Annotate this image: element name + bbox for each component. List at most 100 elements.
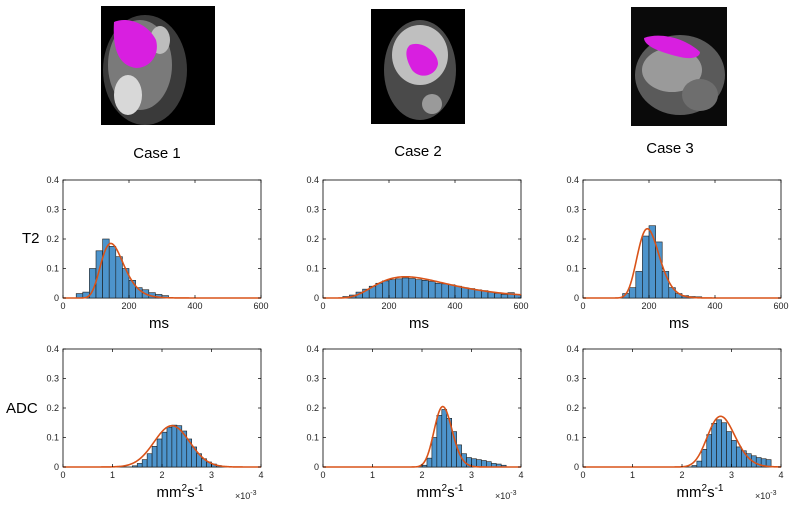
y-tick-label: 0.3 <box>566 374 579 384</box>
chart-t2-case3: 0 0.1 0.2 0.3 0.4 0 200 400 600 ms <box>566 175 788 332</box>
y-tick-label: 0 <box>314 293 319 303</box>
histogram-bar <box>628 287 637 299</box>
histogram-bar <box>661 271 670 299</box>
y-tick-label: 0.1 <box>46 433 59 443</box>
histogram-bar <box>441 409 448 468</box>
x-axis-label: mm2s-1 <box>417 483 464 501</box>
chart-adc-case1: 0 0.1 0.2 0.3 0.4 0 1 2 3 4 mm2s-1 ×10-3 <box>46 344 263 501</box>
x-tick-label: 2 <box>419 470 424 480</box>
histogram-bar <box>146 453 153 468</box>
histogram-bar <box>691 465 698 468</box>
plot-area <box>322 348 522 468</box>
histogram-bar <box>481 460 487 468</box>
y-tick-label: 0 <box>314 462 319 472</box>
histogram-bar <box>132 465 138 468</box>
y-tick-label: 0.1 <box>306 433 319 443</box>
y-tick-label: 0.2 <box>306 234 319 244</box>
x-tick-label: 1 <box>630 470 635 480</box>
histogram-bar <box>431 437 438 468</box>
x-tick-label: 0 <box>580 301 585 311</box>
fit-curve <box>583 227 781 299</box>
x-axis-label: ms <box>409 315 429 332</box>
x-tick-label: 2 <box>679 470 684 480</box>
histogram-bar <box>434 282 443 299</box>
plot-area <box>582 179 782 299</box>
x-tick-label: 3 <box>469 470 474 480</box>
histogram-bar <box>716 419 722 468</box>
x-axis-multiplier: ×10-3 <box>495 490 517 501</box>
x-tick-label: 0 <box>60 301 65 311</box>
x-tick-label: 4 <box>518 470 523 480</box>
row-label-adc: ADC <box>6 400 38 417</box>
y-tick-label: 0.2 <box>46 403 59 413</box>
mri-image-case3 <box>631 7 727 126</box>
y-tick-label: 0.4 <box>566 175 579 185</box>
histogram-bar <box>141 459 148 468</box>
y-tick-label: 0.4 <box>306 175 319 185</box>
x-axis-multiplier: ×10-3 <box>235 490 257 501</box>
histogram-bar <box>151 446 158 468</box>
histogram-bar <box>171 424 178 468</box>
y-tick-label: 0.1 <box>46 264 59 274</box>
chart-t2-case2: 0 0.1 0.2 0.3 0.4 0 200 400 600 ms <box>306 175 528 332</box>
y-tick-label: 0.2 <box>566 234 579 244</box>
histogram-bar <box>726 431 732 468</box>
histogram-bar <box>395 278 403 299</box>
histogram-bar <box>408 278 416 299</box>
fit-curve <box>63 242 261 299</box>
histogram-bar <box>421 279 429 299</box>
y-tick-label: 0.4 <box>566 344 579 354</box>
histogram-bar <box>415 279 423 299</box>
y-tick-label: 0.3 <box>306 205 319 215</box>
chart-adc-case3: 0 0.1 0.2 0.3 0.4 0 1 2 3 4 mm2s-1 ×10-3 <box>566 344 783 501</box>
x-tick-label: 2 <box>159 470 164 480</box>
histogram-bar <box>454 285 462 299</box>
x-tick-label: 0 <box>60 470 65 480</box>
y-tick-label: 0.4 <box>46 175 59 185</box>
histogram-bar <box>635 271 643 299</box>
x-tick-label: 200 <box>641 301 656 311</box>
plot-area <box>582 348 782 468</box>
x-tick-label: 600 <box>773 301 788 311</box>
x-tick-label: 200 <box>121 301 136 311</box>
x-tick-label: 3 <box>729 470 734 480</box>
histogram-bar <box>696 460 703 468</box>
y-tick-label: 0.2 <box>306 403 319 413</box>
mri-image-case1 <box>101 6 215 125</box>
x-tick-label: 1 <box>370 470 375 480</box>
histogram-bar <box>721 422 727 468</box>
histogram-bar <box>382 280 390 299</box>
histogram-bar <box>375 282 383 299</box>
histogram-bar <box>441 283 449 299</box>
y-tick-label: 0.1 <box>566 264 579 274</box>
row-label-t2: T2 <box>22 230 40 247</box>
y-tick-label: 0.1 <box>566 433 579 443</box>
y-tick-label: 0.4 <box>46 344 59 354</box>
y-tick-label: 0 <box>54 462 59 472</box>
y-tick-label: 0.3 <box>46 205 59 215</box>
x-tick-label: 200 <box>381 301 396 311</box>
histogram-bar <box>421 464 428 468</box>
y-tick-label: 0.2 <box>566 403 579 413</box>
histogram-bar <box>128 279 136 299</box>
histogram-bar <box>108 246 117 299</box>
x-tick-label: 600 <box>253 301 268 311</box>
y-tick-label: 0.3 <box>306 374 319 384</box>
histogram-bar <box>711 423 717 468</box>
y-tick-label: 0.2 <box>46 234 59 244</box>
fit-curve <box>63 424 261 468</box>
histogram-bar <box>461 287 469 299</box>
histogram-bar <box>136 463 143 468</box>
fit-curve <box>323 275 522 299</box>
histogram-bar <box>642 235 650 299</box>
histogram-bar <box>701 448 708 468</box>
y-tick-label: 0.1 <box>306 264 319 274</box>
y-tick-label: 0.3 <box>566 205 579 215</box>
histogram-bar <box>401 277 410 299</box>
histogram-bar <box>436 415 443 468</box>
histogram-bar <box>95 250 103 299</box>
x-axis-label: mm2s-1 <box>677 483 724 501</box>
histogram-bar <box>115 256 123 299</box>
y-tick-label: 0 <box>574 293 579 303</box>
